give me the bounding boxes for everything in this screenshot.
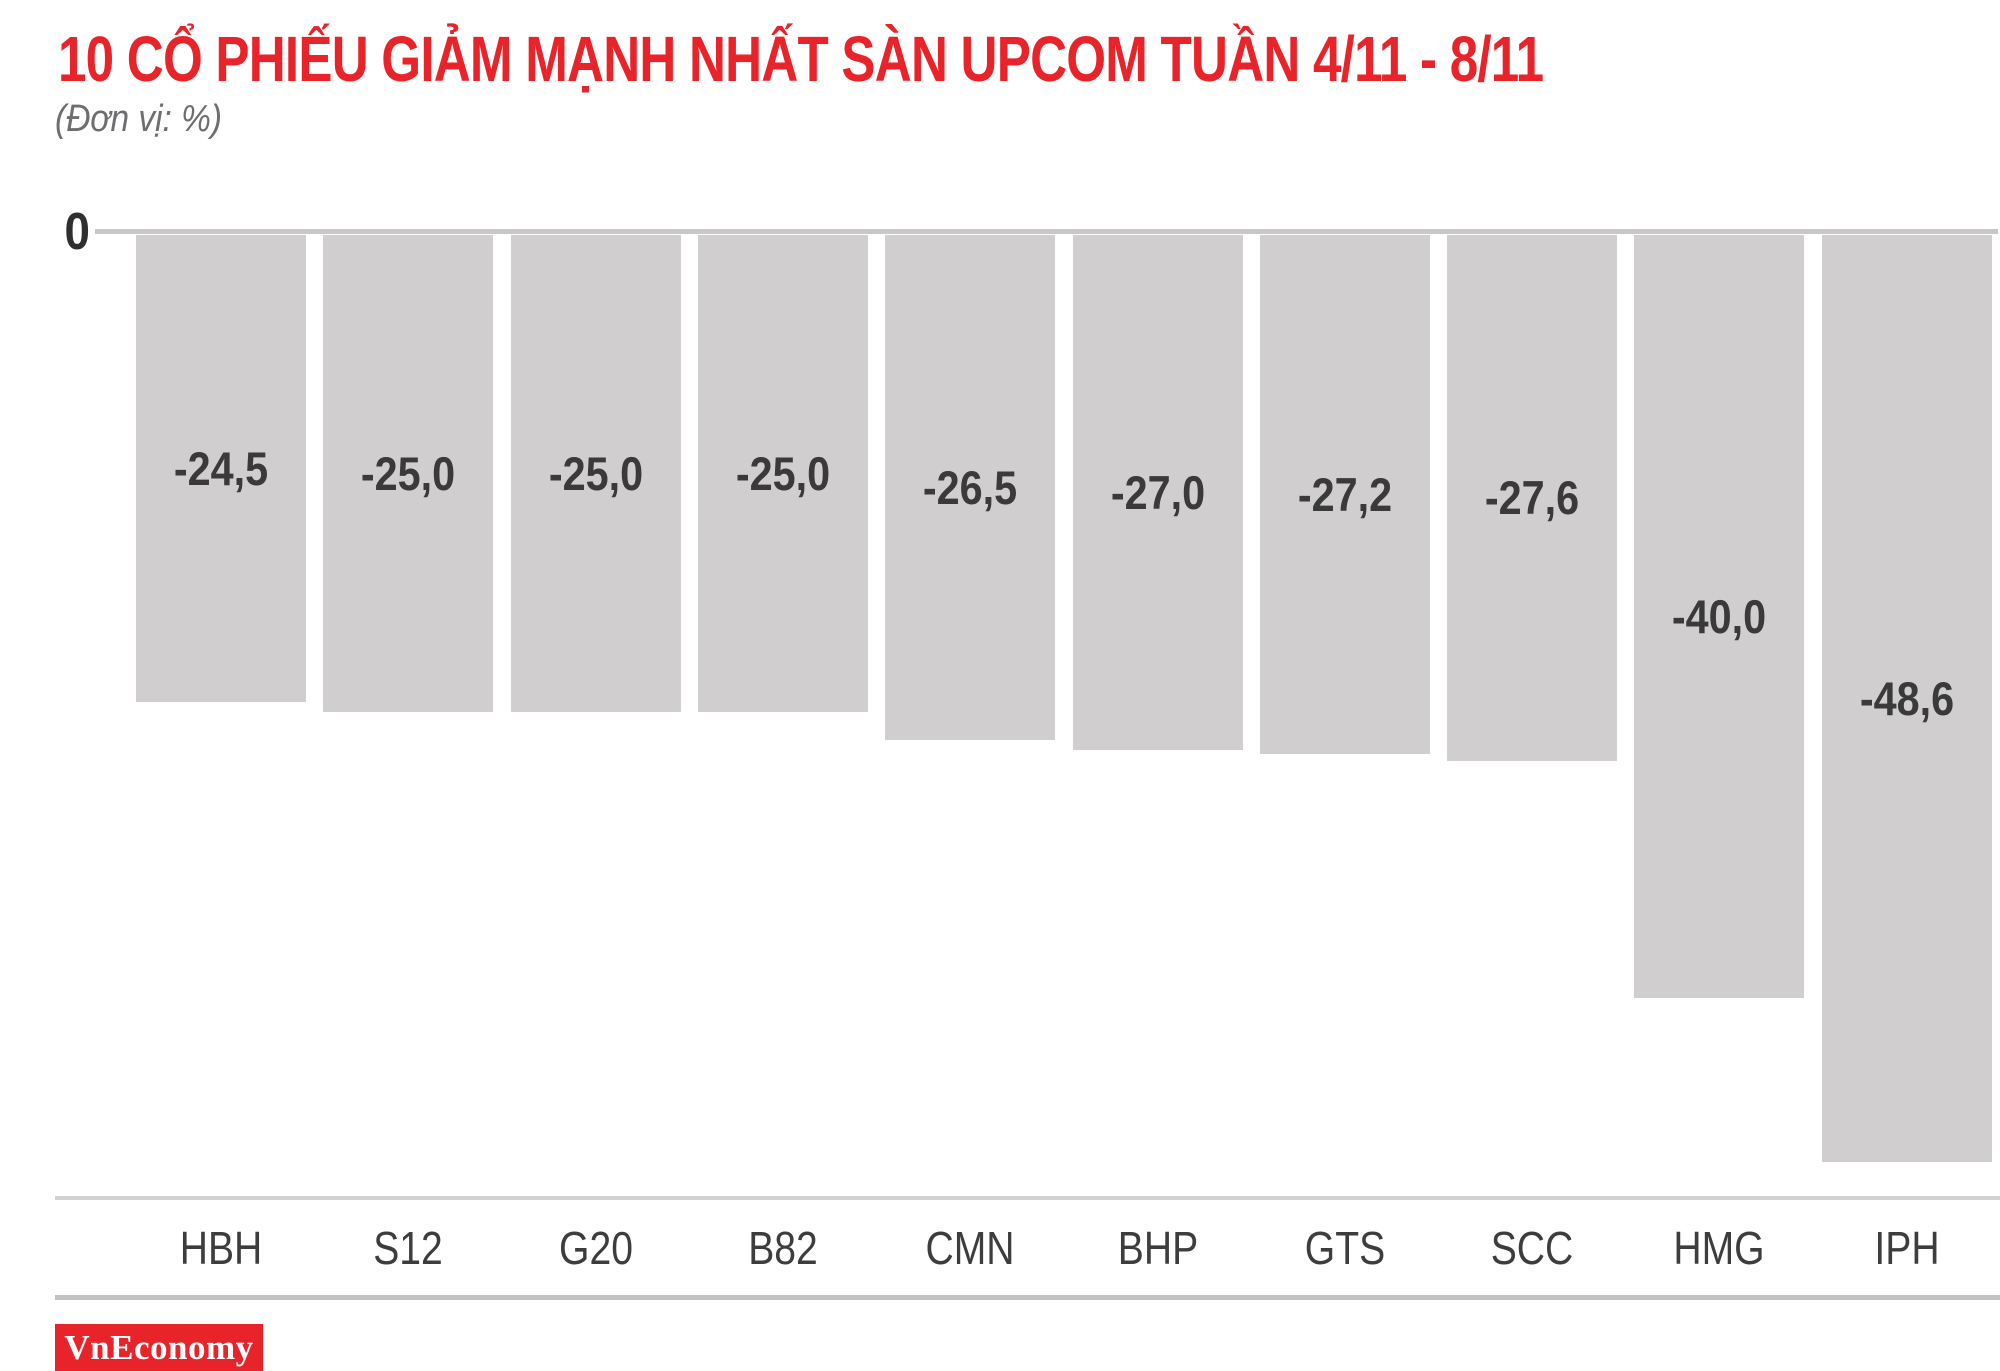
bar-value-label: -48,6 [1859, 672, 1955, 725]
bar-value-label: -25,0 [548, 447, 644, 500]
x-tick-iph: IPH [1874, 1222, 1940, 1274]
bar-value-label: -40,0 [1671, 590, 1767, 643]
bar-cmn: -26,5 [885, 235, 1055, 740]
bar-value-label: -27,2 [1297, 468, 1393, 521]
x-tick-b82: B82 [748, 1222, 818, 1274]
bar-hbh: -24,5 [136, 235, 306, 702]
vneconomy-logo: VnEconomy [55, 1324, 263, 1371]
x-tick-s12: S12 [373, 1222, 443, 1274]
x-tick-bhp: BHP [1117, 1222, 1199, 1274]
bar-value-label: -25,0 [735, 447, 831, 500]
bar-g20: -25,0 [511, 235, 681, 712]
vneconomy-logo-text: VnEconomy [64, 1327, 254, 1367]
bar-value-label: -25,0 [360, 447, 456, 500]
bar-hmg: -40,0 [1634, 235, 1804, 998]
x-tick-gts: GTS [1304, 1222, 1386, 1274]
x-axis-rule-top [55, 1196, 2000, 1200]
bar-value-label: -24,5 [173, 442, 269, 495]
x-tick-hmg: HMG [1673, 1222, 1765, 1274]
x-tick-cmn: CMN [925, 1222, 1015, 1274]
x-tick-hbh: HBH [179, 1222, 263, 1274]
x-tick-scc: SCC [1490, 1222, 1574, 1274]
bar-gts: -27,2 [1260, 235, 1430, 754]
bar-scc: -27,6 [1447, 235, 1617, 761]
bar-b82: -25,0 [698, 235, 868, 712]
zero-baseline [95, 229, 1998, 234]
y-axis-zero-tick: 0 [64, 203, 90, 261]
bar-value-label: -26,5 [922, 461, 1018, 514]
x-axis-rule-bottom [55, 1295, 2000, 1300]
chart-title: 10 CỔ PHIẾU GIẢM MẠNH NHẤT SÀN UPCOM TUẦ… [58, 23, 1544, 95]
chart-unit-note: (Đơn vị: %) [55, 98, 222, 140]
x-tick-g20: G20 [559, 1222, 633, 1274]
bar-value-label: -27,6 [1484, 471, 1580, 524]
bar-value-label: -27,0 [1110, 466, 1206, 519]
bar-bhp: -27,0 [1073, 235, 1243, 750]
bar-s12: -25,0 [323, 235, 493, 712]
bar-iph: -48,6 [1822, 235, 1992, 1162]
